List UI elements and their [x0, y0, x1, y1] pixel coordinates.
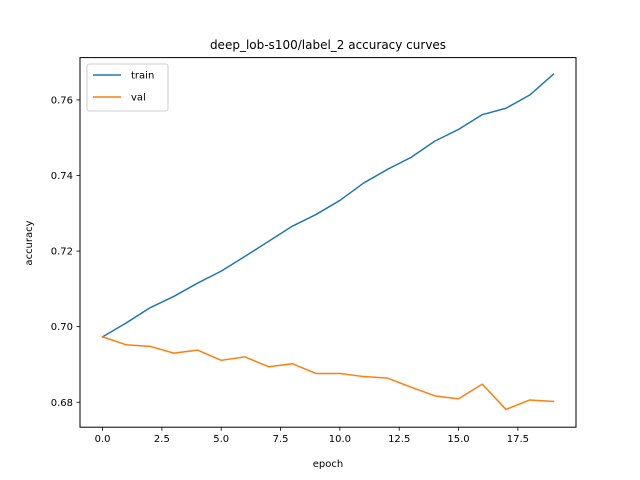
legend-label-train: train: [131, 71, 154, 82]
series-line-val: [101, 335, 555, 411]
x-tick-label: 10.0: [329, 434, 351, 445]
x-tick-label: 2.5: [154, 434, 170, 445]
legend-label-val: val: [131, 93, 146, 104]
x-axis-ticks: 0.0 2.5 5.0 7.5 10.0 12.5 15.0 17.5: [95, 427, 529, 445]
y-tick-label: 0.68: [51, 398, 73, 409]
legend-box: [86, 63, 169, 112]
y-axis-ticks: 0.68 0.70 0.72 0.74 0.76: [51, 95, 80, 409]
y-axis-label: accuracy: [24, 220, 35, 265]
series-line-train: [101, 73, 555, 338]
y-tick-label: 0.76: [51, 95, 73, 106]
x-tick-label: 15.0: [447, 434, 469, 445]
x-tick-label: 0.0: [95, 434, 111, 445]
y-tick-label: 0.70: [51, 322, 73, 333]
x-tick-label: 12.5: [388, 434, 410, 445]
y-tick-label: 0.72: [51, 247, 73, 258]
plot-frame: [79, 57, 577, 428]
legend: train val: [86, 63, 169, 112]
series-layer: [101, 73, 555, 411]
x-tick-label: 17.5: [507, 434, 529, 445]
chart-title: deep_lob-s100/label_2 accuracy curves: [210, 38, 446, 52]
x-tick-label: 5.0: [213, 434, 229, 445]
x-tick-label: 7.5: [273, 434, 289, 445]
y-tick-label: 0.74: [51, 171, 73, 182]
x-axis-label: epoch: [313, 459, 343, 470]
